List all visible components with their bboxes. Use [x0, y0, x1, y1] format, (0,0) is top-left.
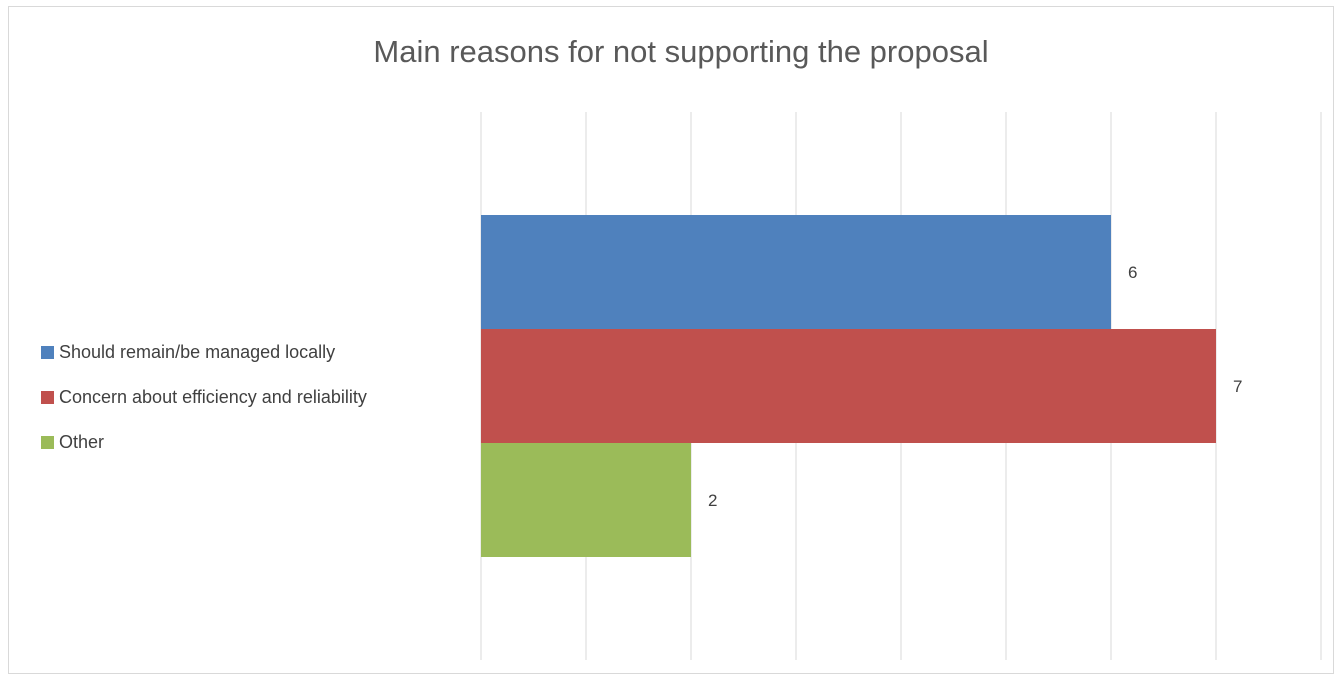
- bar: [481, 443, 691, 557]
- legend-swatch: [41, 346, 54, 359]
- legend-swatch: [41, 436, 54, 449]
- legend-label: Should remain/be managed locally: [59, 342, 336, 362]
- bar: [481, 329, 1216, 443]
- chart-title: Main reasons for not supporting the prop…: [373, 34, 989, 69]
- legend-label: Concern about efficiency and reliability: [59, 387, 367, 407]
- bar: [481, 215, 1111, 329]
- legend: Should remain/be managed locally Concern …: [41, 330, 367, 465]
- data-label: 6: [1128, 263, 1137, 282]
- legend-label: Other: [59, 432, 105, 452]
- legend-item: Concern about efficiency and reliability: [41, 375, 367, 420]
- data-label: 7: [1233, 377, 1242, 396]
- data-label: 2: [708, 491, 717, 510]
- legend-item: Other: [41, 420, 367, 465]
- legend-item: Should remain/be managed locally: [41, 330, 367, 375]
- legend-swatch: [41, 391, 54, 404]
